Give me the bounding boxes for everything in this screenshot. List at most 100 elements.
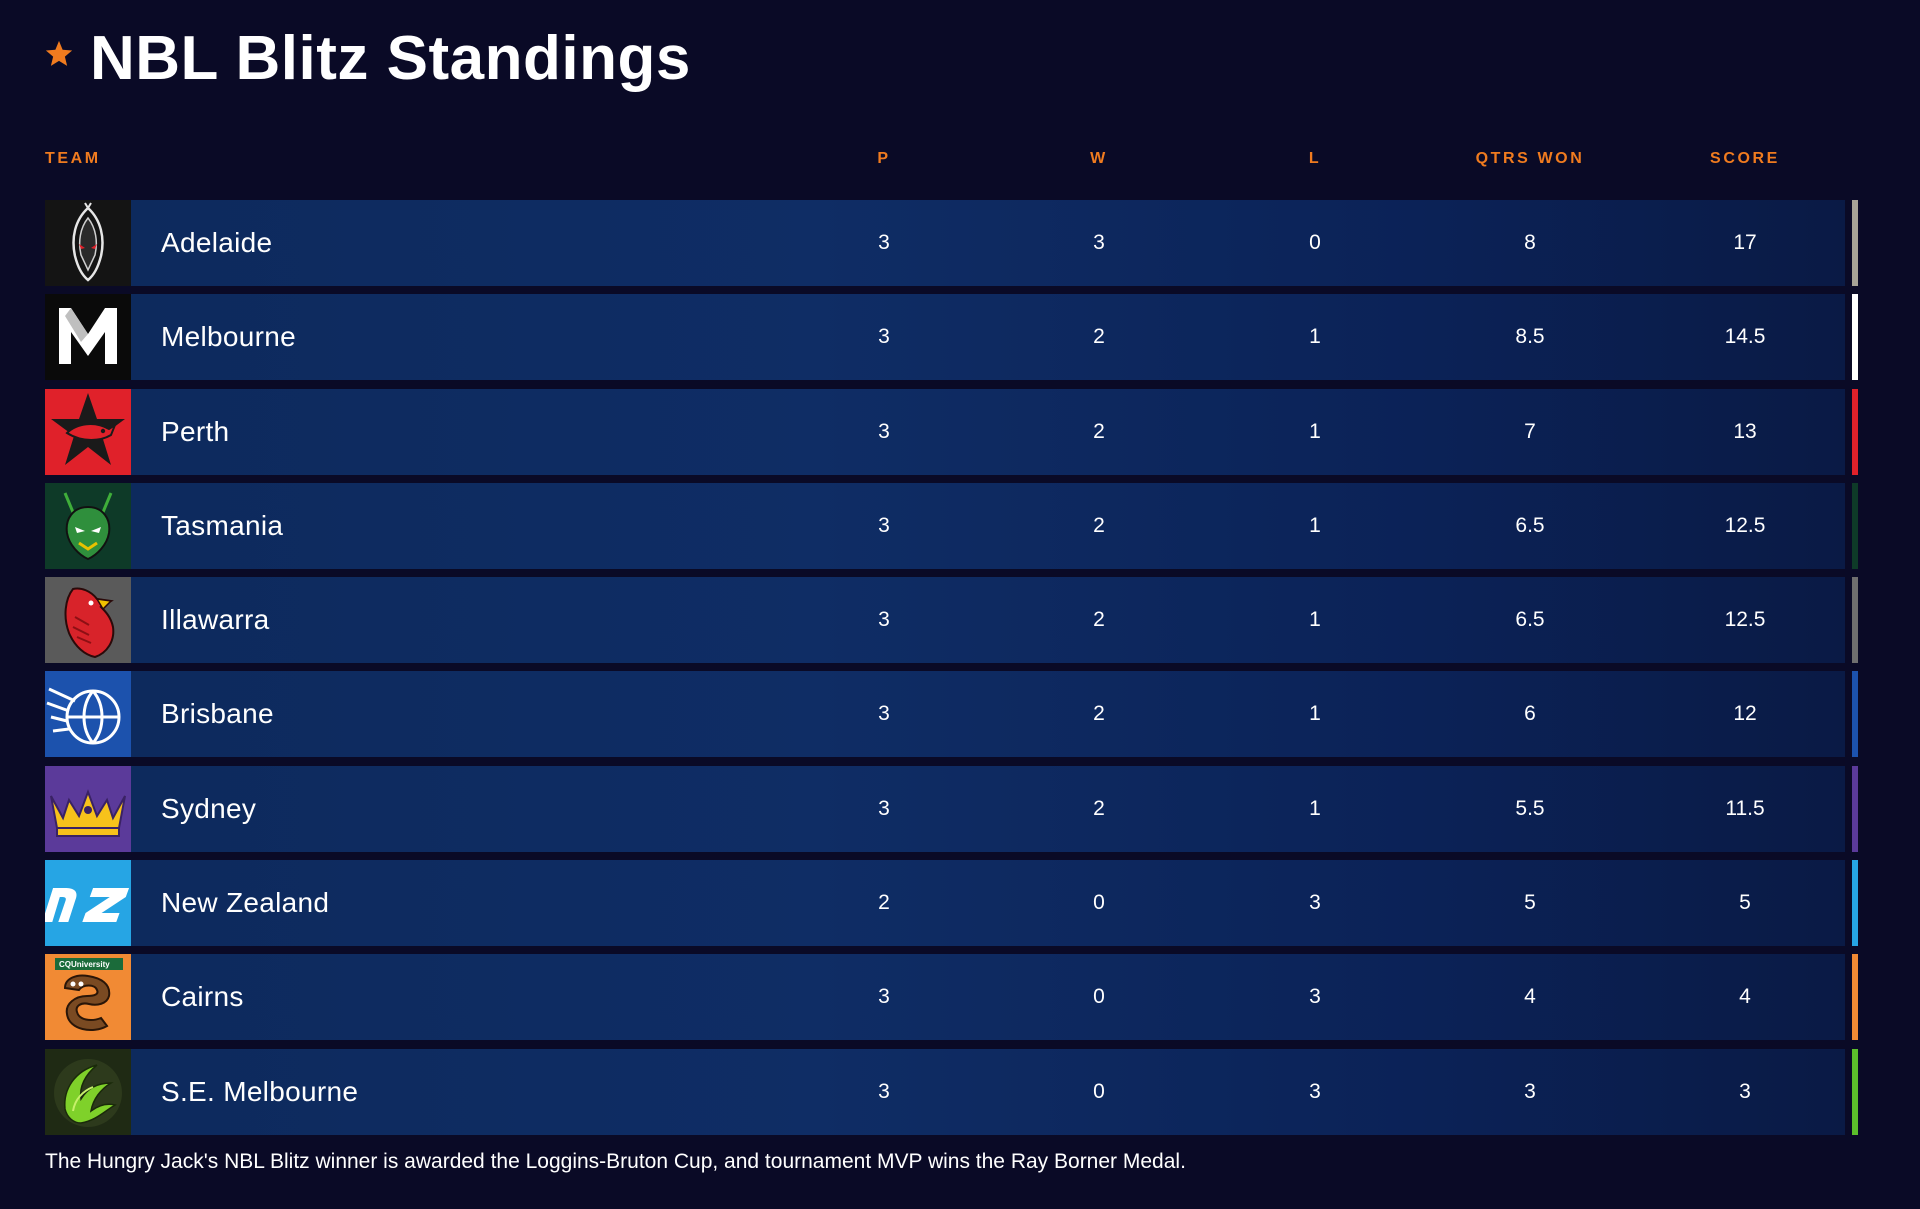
- wins-value: 2: [1093, 608, 1105, 632]
- losses-value: 1: [1309, 325, 1321, 349]
- svg-text:CQUniversity: CQUniversity: [59, 960, 110, 969]
- team-color-strip: [1852, 765, 1858, 852]
- losses-value: 1: [1309, 702, 1321, 726]
- team-name: Sydney: [161, 792, 257, 824]
- score-value: 12: [1733, 702, 1757, 726]
- score-value: 13: [1733, 419, 1757, 443]
- table-row[interactable]: Brisbane 3 2 1 6 12: [45, 671, 1858, 758]
- table-row[interactable]: Melbourne 3 2 1 8.5 14.5: [45, 294, 1858, 381]
- score-value: 5: [1739, 891, 1751, 915]
- score-value: 12.5: [1724, 513, 1766, 537]
- melbourne-united-logo: [45, 294, 131, 381]
- losses-value: 3: [1309, 891, 1321, 915]
- table-row[interactable]: S.E. Melbourne 3 0 3 3 3: [45, 1048, 1858, 1135]
- column-header-qtrs-won: QTRS WON: [1475, 150, 1585, 167]
- column-header-wins: W: [1090, 150, 1108, 167]
- losses-value: 3: [1309, 985, 1321, 1009]
- wins-value: 3: [1093, 231, 1105, 254]
- played-value: 3: [878, 985, 890, 1009]
- illawarra-hawks-logo: [45, 577, 131, 664]
- column-header-score: SCORE: [1710, 150, 1780, 167]
- team-color-strip: [1852, 954, 1858, 1041]
- score-value: 3: [1739, 1079, 1751, 1103]
- column-header-losses: L: [1308, 150, 1322, 167]
- star-icon: [45, 40, 73, 66]
- wins-value: 2: [1093, 325, 1105, 349]
- wins-value: 0: [1093, 985, 1105, 1009]
- standings-table: Adelaide 3 3 0 8 17 Melbourne 3 2 1 8.5 …: [45, 200, 1858, 1143]
- score-value: 12.5: [1724, 608, 1766, 632]
- team-name: Perth: [161, 415, 230, 447]
- table-row[interactable]: CQUniversity Cairns 3 0 3 4 4: [45, 954, 1858, 1041]
- new-zealand-breakers-logo: [45, 860, 131, 947]
- table-row[interactable]: New Zealand 2 0 3 5 5: [45, 860, 1858, 947]
- qtrs-won-value: 6.5: [1515, 513, 1545, 537]
- qtrs-won-value: 3: [1524, 1079, 1536, 1103]
- losses-value: 3: [1309, 1079, 1321, 1103]
- qtrs-won-value: 5.5: [1515, 796, 1545, 820]
- team-color-strip: [1852, 482, 1858, 569]
- page-title: NBL Blitz Standings: [90, 23, 691, 93]
- cairns-taipans-logo: CQUniversity: [45, 954, 131, 1041]
- team-color-strip: [1852, 1048, 1858, 1135]
- team-color-strip: [1852, 388, 1858, 475]
- wins-value: 0: [1093, 1079, 1105, 1103]
- qtrs-won-value: 6.5: [1515, 608, 1545, 632]
- played-value: 3: [878, 419, 890, 443]
- team-name: New Zealand: [161, 887, 330, 919]
- qtrs-won-value: 8.5: [1515, 325, 1545, 349]
- played-value: 3: [878, 325, 890, 349]
- qtrs-won-value: 8: [1524, 231, 1536, 254]
- table-header: TEAM P W L QTRS WON SCORE: [45, 150, 1858, 174]
- losses-value: 0: [1309, 231, 1321, 254]
- score-value: 14.5: [1724, 325, 1766, 349]
- team-color-strip: [1852, 577, 1858, 664]
- score-value: 11.5: [1725, 796, 1765, 820]
- team-name: Cairns: [161, 981, 244, 1013]
- score-value: 17: [1733, 231, 1757, 254]
- team-color-strip: [1852, 860, 1858, 947]
- played-value: 3: [878, 1079, 890, 1103]
- wins-value: 2: [1093, 796, 1105, 820]
- qtrs-won-value: 7: [1524, 419, 1536, 443]
- team-color-strip: [1852, 294, 1858, 381]
- sydney-kings-logo: [45, 765, 131, 852]
- perth-wildcats-logo: [45, 388, 131, 475]
- team-color-strip: [1852, 200, 1858, 286]
- table-row[interactable]: Perth 3 2 1 7 13: [45, 388, 1858, 475]
- played-value: 2: [878, 891, 890, 915]
- played-value: 3: [878, 608, 890, 632]
- se-melbourne-phoenix-logo: [45, 1048, 131, 1135]
- played-value: 3: [878, 702, 890, 726]
- wins-value: 2: [1093, 419, 1105, 443]
- losses-value: 1: [1309, 796, 1321, 820]
- score-value: 4: [1739, 985, 1751, 1009]
- table-row[interactable]: Adelaide 3 3 0 8 17: [45, 200, 1858, 286]
- qtrs-won-value: 6: [1524, 702, 1536, 726]
- played-value: 3: [878, 513, 890, 537]
- footnote: The Hungry Jack's NBL Blitz winner is aw…: [45, 1150, 1186, 1173]
- team-color-strip: [1852, 671, 1858, 758]
- losses-value: 1: [1309, 513, 1321, 537]
- brisbane-bullets-logo: [45, 671, 131, 758]
- table-row[interactable]: Tasmania 3 2 1 6.5 12.5: [45, 482, 1858, 569]
- wins-value: 2: [1093, 513, 1105, 537]
- wins-value: 2: [1093, 702, 1105, 726]
- table-row[interactable]: Sydney 3 2 1 5.5 11.5: [45, 765, 1858, 852]
- qtrs-won-value: 4: [1524, 985, 1536, 1009]
- column-header-played: P: [877, 150, 891, 167]
- qtrs-won-value: 5: [1524, 891, 1536, 915]
- losses-value: 1: [1309, 419, 1321, 443]
- team-name: S.E. Melbourne: [161, 1075, 359, 1107]
- wins-value: 0: [1093, 891, 1105, 915]
- team-name: Melbourne: [161, 321, 297, 353]
- played-value: 3: [878, 231, 890, 254]
- played-value: 3: [878, 796, 890, 820]
- team-name: Brisbane: [161, 698, 274, 730]
- tasmania-jackjumpers-logo: [45, 482, 131, 569]
- adelaide-36ers-logo: [45, 200, 131, 286]
- losses-value: 1: [1309, 608, 1321, 632]
- table-row[interactable]: Illawarra 3 2 1 6.5 12.5: [45, 577, 1858, 664]
- team-name: Tasmania: [161, 509, 284, 541]
- column-header-team: TEAM: [45, 150, 101, 167]
